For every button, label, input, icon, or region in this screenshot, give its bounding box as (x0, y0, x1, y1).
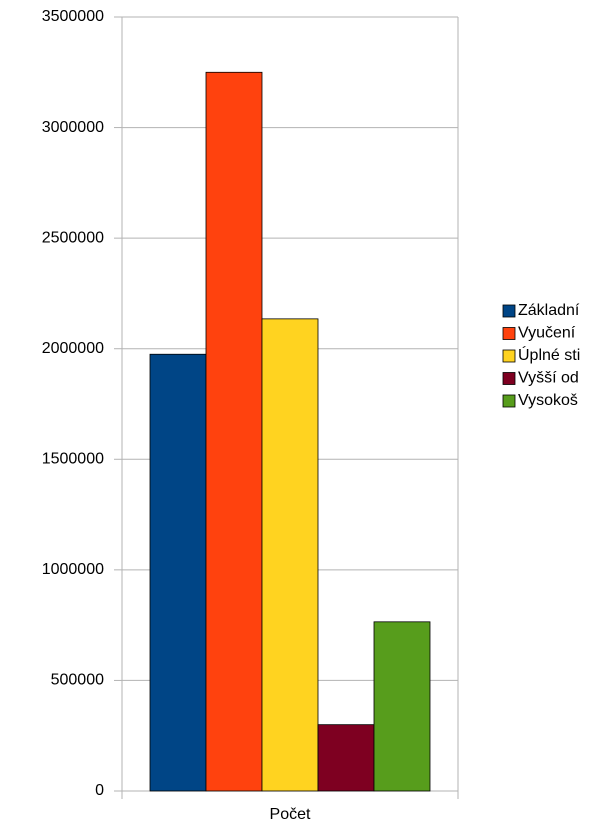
bar (261, 318, 319, 792)
y-tick-label: 1500000 (42, 451, 104, 468)
y-tick-label: 3000000 (42, 119, 104, 136)
bar (205, 71, 263, 792)
bar (317, 724, 375, 792)
y-tick-label: 3500000 (42, 8, 104, 25)
legend-label: Vyšší od (518, 370, 579, 387)
y-tick-label: 2000000 (42, 340, 104, 357)
legend-swatch (502, 394, 516, 408)
y-tick-label: 2500000 (42, 229, 104, 246)
bar (149, 353, 207, 792)
legend-label: Úplné sti (518, 345, 580, 364)
y-tick-label: 1000000 (42, 561, 104, 578)
legend-label: Základní (518, 302, 580, 319)
bar (373, 621, 431, 792)
legend-swatch (502, 304, 516, 318)
y-tick-label: 0 (95, 782, 104, 799)
legend-swatch (502, 372, 516, 385)
legend-label: Vyučení (518, 325, 576, 342)
x-tick-label: Počet (270, 806, 311, 823)
y-tick-label: 500000 (51, 672, 104, 689)
legend-label: Vysokoš (518, 392, 578, 409)
legend-swatch (502, 327, 516, 340)
legend-swatch (502, 349, 516, 363)
